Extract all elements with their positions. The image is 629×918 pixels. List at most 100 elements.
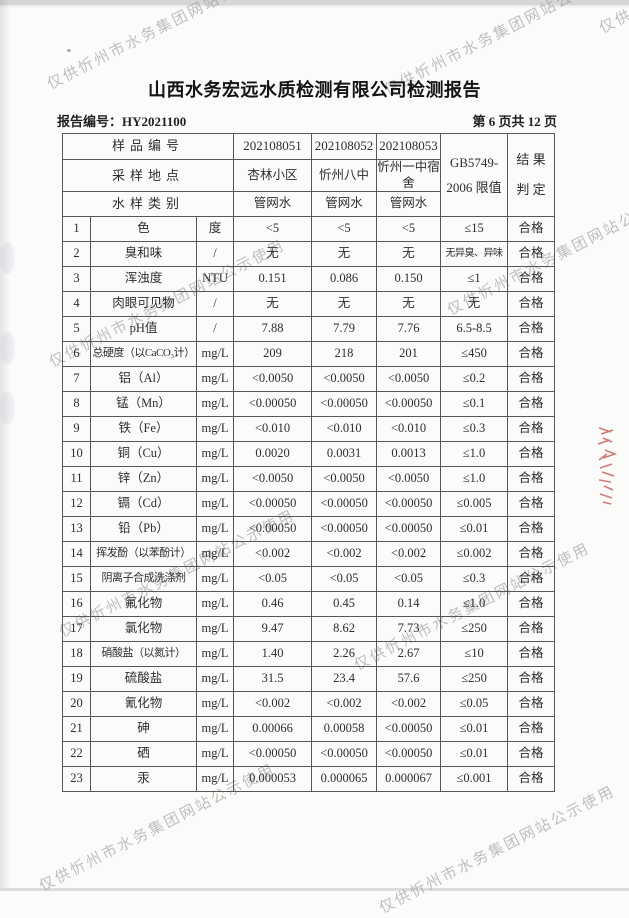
ink-bleed-mark (1, 242, 14, 274)
scan-speck (67, 49, 71, 52)
value-sample-1: <0.05 (233, 566, 313, 593)
limit-value: 6.5-8.5 (440, 316, 509, 343)
ink-bleed-mark (1, 332, 14, 364)
table-body: 1 色度 <5 <5 <5 ≤15 合格 2 臭和味 / 无无无无异臭、异味 合格 3 浑浊度 NTU 0.1… (62, 216, 556, 793)
limit-value: ≤0.01 (440, 716, 509, 743)
sample-site-3: 忻州一中宿舍 (376, 158, 442, 193)
table-row: 2 臭和味 / 无无无无异臭、异味 合格 (62, 241, 556, 268)
sample-type-2: 管网水 (311, 191, 378, 218)
value-sample-2: 2.26 (311, 641, 378, 668)
table-row: 20 氰化物 mg/L <0.002 <0.002 <0.002 ≤0.05 合格 (62, 691, 556, 718)
unit: mg/L (195, 366, 235, 393)
result-verdict: 合格 (507, 641, 556, 668)
parameter-name: pH值 (90, 316, 197, 343)
report-title: 山西水务宏远水质检测有限公司检测报告 (148, 80, 481, 100)
limit-value: ≤15 (440, 216, 509, 243)
parameter-name: 硝酸盐（以氮计） (90, 641, 197, 668)
limit-value: ≤450 (440, 341, 509, 368)
value-sample-2: 0.45 (311, 591, 378, 618)
row-number: 9 (62, 416, 91, 443)
value-sample-2: 8.62 (311, 616, 378, 643)
result-verdict: 合格 (507, 716, 556, 743)
unit: NTU (195, 266, 235, 293)
value-sample-1: 9.47 (233, 616, 313, 643)
value-sample-2: <0.0050 (311, 466, 378, 493)
value-sample-2: <5 (311, 216, 378, 243)
result-verdict: 合格 (507, 216, 556, 243)
unit: mg/L (195, 691, 235, 718)
value-sample-1: <0.00050 (233, 516, 313, 543)
value-sample-3: <0.05 (376, 566, 442, 593)
scan-edge-top (0, 0, 629, 5)
result-verdict: 合格 (507, 291, 556, 318)
unit: mg/L (195, 466, 235, 493)
page-indicator: 第 6 页共 12 页 (472, 114, 557, 129)
result-verdict: 合格 (507, 741, 556, 768)
value-sample-3: <0.002 (376, 541, 442, 568)
value-sample-2: <0.00050 (311, 491, 378, 518)
value-sample-3: <0.010 (376, 416, 442, 443)
row-number: 2 (62, 241, 91, 268)
result-verdict: 合格 (507, 266, 556, 293)
red-stamp-edge-artifact (597, 427, 617, 505)
result-column-header: 结 果 判 定 (507, 132, 556, 218)
unit: / (195, 291, 235, 318)
parameter-name: 汞 (90, 766, 197, 793)
table-row: 1 色度 <5 <5 <5 ≤15 合格 (62, 216, 556, 243)
limit-value: ≤0.001 (440, 766, 509, 793)
sample-no-3: 202108053 (376, 133, 442, 160)
value-sample-2: 无 (311, 241, 378, 268)
row-number: 5 (62, 316, 91, 343)
parameter-name: 砷 (90, 716, 197, 743)
row-number: 11 (62, 466, 91, 493)
row-number: 13 (62, 516, 91, 543)
parameter-name: 挥发酚（以苯酚计） (90, 541, 197, 568)
table-row: 16 氟化物 mg/L 0.46 0.45 0.14 ≤1.0 合格 (62, 591, 556, 618)
value-sample-1: 0.151 (233, 266, 313, 293)
parameter-name: 氯化物 (90, 616, 197, 643)
row-number: 14 (62, 541, 91, 568)
value-sample-3: 无 (376, 291, 442, 318)
parameter-name: 锌（Zn） (90, 466, 197, 493)
limit-value: ≤1.0 (440, 591, 509, 618)
row-number: 20 (62, 691, 91, 718)
table-row: 4 肉眼可见物 / 无无无无合格 (62, 291, 556, 318)
row-number: 22 (62, 741, 91, 768)
row-number: 8 (62, 391, 91, 418)
value-sample-3: <0.00050 (376, 391, 442, 418)
sample-site-2: 忻州八中 (311, 158, 378, 193)
value-sample-2: 无 (311, 291, 378, 318)
value-sample-1: <5 (233, 216, 313, 243)
limit-value: ≤0.01 (440, 516, 509, 543)
value-sample-3: 0.0013 (376, 441, 442, 468)
unit: mg/L (195, 391, 235, 418)
row-number: 18 (62, 641, 91, 668)
result-verdict: 合格 (507, 491, 556, 518)
unit: mg/L (195, 416, 235, 443)
value-sample-1: 无 (233, 291, 313, 318)
value-sample-1: 0.0020 (233, 441, 313, 468)
unit: mg/L (195, 641, 235, 668)
unit: mg/L (195, 741, 235, 768)
parameter-name: 氟化物 (90, 591, 197, 618)
header-row-sample-no: 样品编号 202108051 202108052 202108053 GB574… (61, 132, 556, 218)
result-verdict: 合格 (507, 316, 556, 343)
limit-value: ≤1.0 (440, 466, 509, 493)
table-row: 5 pH值/7.88 7.79 7.76 6.5-8.5 合格 (62, 316, 556, 343)
unit: 度 (195, 216, 235, 243)
value-sample-1: <0.00050 (233, 491, 313, 518)
unit: / (195, 241, 235, 268)
header-row-sample-site: 采样地点 杏林小区 忻州八中 忻州一中宿舍 (61, 158, 555, 193)
value-sample-2: 0.00058 (311, 716, 378, 743)
table-row: 15 阴离子合成洗涤剂 mg/L <0.05 <0.05 <0.05 ≤0.3 合格 (62, 566, 556, 593)
table-row: 18 硝酸盐（以氮计） mg/L 1.40 2.26 2.67 ≤10 合格 (62, 641, 556, 668)
limit-header-line1: GB5749- (449, 155, 499, 171)
value-sample-3: 无 (376, 241, 442, 268)
unit: / (195, 316, 235, 343)
parameter-name: 肉眼可见物 (90, 291, 197, 318)
limit-value: ≤10 (440, 641, 509, 668)
limit-value: ≤0.01 (440, 741, 509, 768)
result-verdict: 合格 (507, 616, 556, 643)
parameter-name: 硒 (90, 741, 197, 768)
unit: mg/L (195, 491, 235, 518)
